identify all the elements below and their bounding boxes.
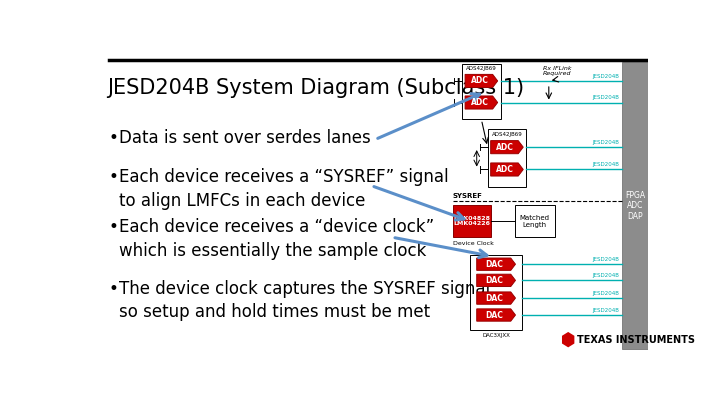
Text: Rx IFLink
Required: Rx IFLink Required (543, 66, 572, 76)
Text: The device clock captures the SYSREF signal
so setup and hold times must be met: The device clock captures the SYSREF sig… (120, 279, 490, 321)
Text: Each device receives a “SYSREF” signal
to align LMFCs in each device: Each device receives a “SYSREF” signal t… (120, 168, 449, 209)
Text: DAC: DAC (485, 294, 503, 303)
Text: JESD204B: JESD204B (593, 95, 619, 100)
Text: FPGA
ADC
DAP: FPGA ADC DAP (625, 191, 645, 221)
Text: Data is sent over serdes lanes: Data is sent over serdes lanes (120, 130, 372, 147)
Text: LMK04828
LMK04226: LMK04828 LMK04226 (454, 216, 490, 226)
Text: JESD204B: JESD204B (593, 162, 619, 167)
Text: JESD204B: JESD204B (593, 257, 619, 262)
Bar (453, 205, 492, 237)
Text: DAC: DAC (485, 311, 503, 320)
Text: ADS42JB69: ADS42JB69 (466, 66, 497, 71)
Polygon shape (477, 309, 516, 321)
Polygon shape (477, 258, 516, 271)
Text: DAC3XJXX: DAC3XJXX (482, 333, 510, 338)
Text: TEXAS INSTRUMENTS: TEXAS INSTRUMENTS (577, 335, 696, 345)
Bar (621, 62, 648, 349)
Polygon shape (490, 141, 523, 154)
Text: SYSREF: SYSREF (453, 193, 482, 199)
Text: DAC: DAC (485, 276, 503, 285)
Polygon shape (562, 332, 575, 347)
Text: Each device receives a “device clock”
which is essentially the sample clock: Each device receives a “device clock” wh… (120, 218, 435, 260)
Text: •: • (109, 130, 119, 147)
Text: JESD204B: JESD204B (593, 273, 619, 278)
Polygon shape (465, 96, 498, 109)
Bar (487, 130, 526, 187)
Text: JESD204B: JESD204B (593, 308, 619, 313)
Text: •: • (109, 218, 119, 236)
Text: •: • (109, 168, 119, 186)
Text: Matched
Length: Matched Length (520, 215, 550, 228)
Text: DAC: DAC (485, 260, 503, 269)
Text: JESD204B System Diagram (Subclass 1): JESD204B System Diagram (Subclass 1) (107, 78, 524, 98)
Bar (462, 64, 500, 119)
Text: ADC: ADC (496, 143, 514, 151)
Text: JESD204B: JESD204B (593, 74, 619, 79)
Bar (469, 255, 523, 330)
Text: •: • (109, 279, 119, 298)
Bar (515, 205, 555, 237)
Text: ADC: ADC (471, 77, 489, 85)
Polygon shape (490, 163, 523, 176)
Text: ADC: ADC (471, 98, 489, 107)
Text: JESD204B: JESD204B (593, 140, 619, 145)
Polygon shape (465, 75, 498, 87)
Polygon shape (477, 292, 516, 304)
Text: ADS42JB69: ADS42JB69 (492, 132, 522, 137)
Text: JESD204B: JESD204B (593, 291, 619, 296)
Polygon shape (477, 274, 516, 286)
Text: Device Clock: Device Clock (453, 241, 494, 246)
Text: ADC: ADC (496, 165, 514, 174)
